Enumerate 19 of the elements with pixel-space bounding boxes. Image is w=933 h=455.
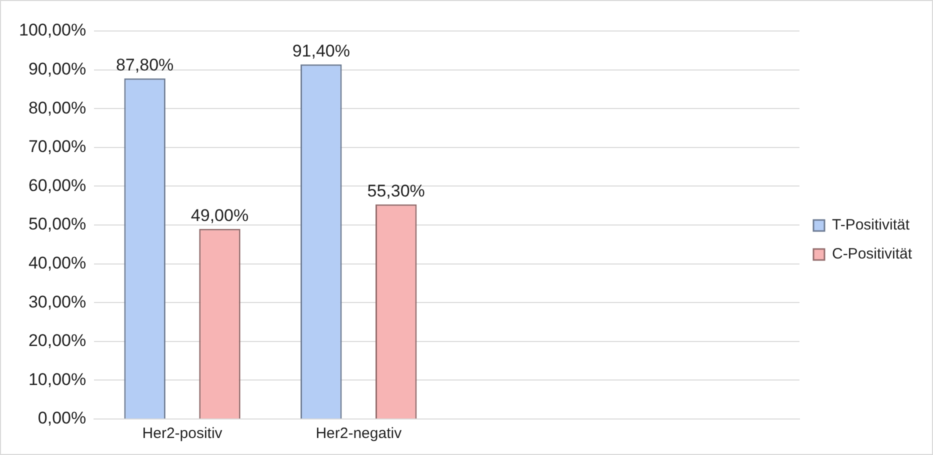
- data-label: 55,30%: [367, 182, 425, 201]
- y-tick-label: 20,00%: [28, 331, 86, 350]
- legend-label: C-Positivität: [832, 246, 913, 263]
- data-label: 87,80%: [116, 56, 174, 75]
- x-tick-label: Her2-positiv: [142, 425, 223, 442]
- y-tick-label: 100,00%: [18, 20, 86, 40]
- data-label: 49,00%: [190, 206, 249, 226]
- y-tick-label: 0,00%: [38, 408, 86, 428]
- legend-label: T-Positivität: [832, 216, 910, 234]
- y-tick-label: 50,00%: [28, 214, 86, 234]
- y-tick-label: 60,00%: [28, 176, 86, 195]
- data-label: 91,40%: [292, 42, 350, 61]
- y-tick-label: 40,00%: [28, 253, 86, 272]
- y-tick-label: 10,00%: [28, 370, 86, 389]
- y-tick-label: 70,00%: [28, 137, 86, 156]
- y-tick-label: 90,00%: [28, 59, 86, 78]
- y-tick-label: 30,00%: [28, 292, 86, 312]
- x-tick-label: Her2-negativ: [316, 425, 402, 442]
- y-tick-label: 80,00%: [28, 98, 86, 118]
